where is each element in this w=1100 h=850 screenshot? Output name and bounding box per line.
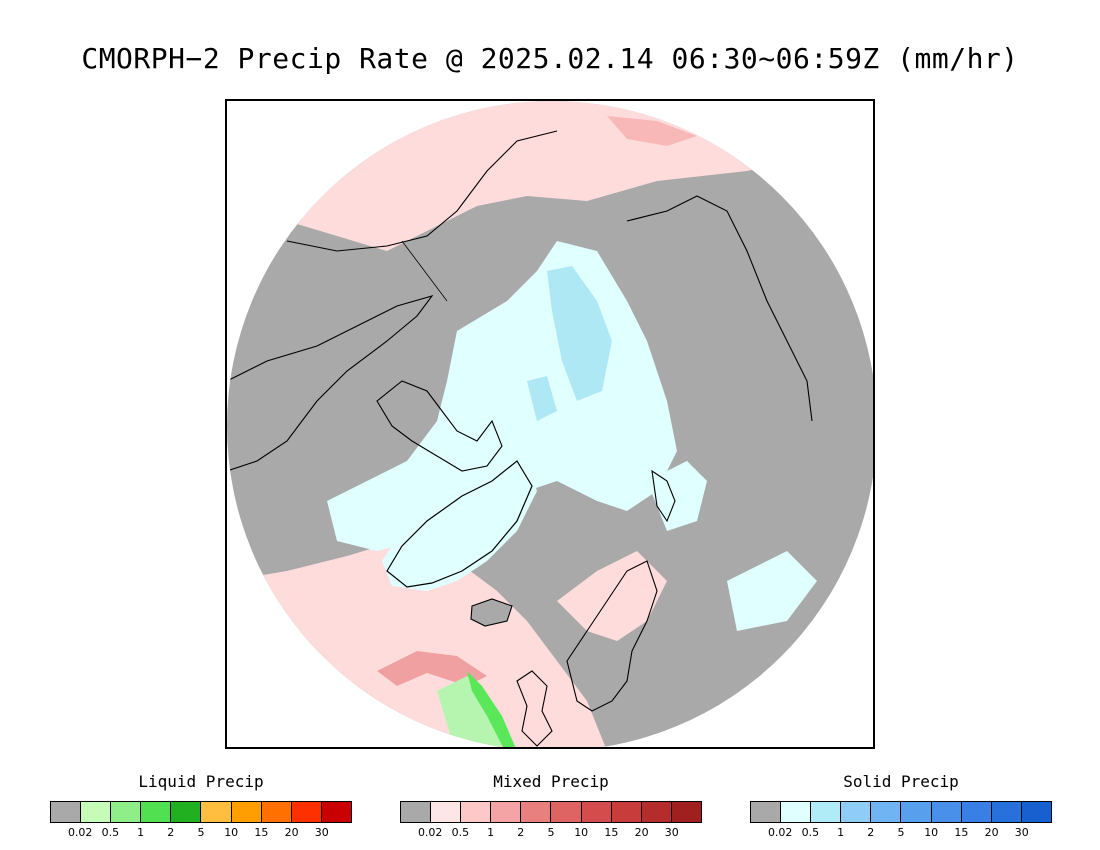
canadian-archipelago-coastline xyxy=(376,380,503,472)
legend-swatch xyxy=(261,802,292,822)
legend-tick-label: 15 xyxy=(954,826,969,839)
legend-swatch xyxy=(931,802,962,822)
legend-tick-label: 30 xyxy=(1014,826,1029,839)
legend-tick-label: 2 xyxy=(517,826,525,839)
europe-mixed-precip-area xyxy=(557,551,667,641)
legend-tick-label: 5 xyxy=(547,826,555,839)
legend-ticks: 0.02 0.5 1 2 5 10 15 20 30 xyxy=(50,823,352,839)
legend-swatch xyxy=(901,802,932,822)
legend-swatch xyxy=(871,802,902,822)
siberia-coastline xyxy=(626,195,813,422)
legend-title: Liquid Precip xyxy=(138,772,264,791)
legend-swatch xyxy=(671,802,701,822)
legend-tick-label: 5 xyxy=(897,826,905,839)
legend-tick-label: 20 xyxy=(984,826,999,839)
legend-tick-label: 30 xyxy=(664,826,679,839)
british-isles-coastline xyxy=(516,670,553,747)
legend-swatch xyxy=(841,802,872,822)
legend-color-bar xyxy=(50,801,352,823)
pacific-mixed-moderate xyxy=(607,116,697,146)
russia-snow-patch xyxy=(727,551,817,631)
legend-swatch xyxy=(1021,802,1051,822)
legend-tick-label: 1 xyxy=(487,826,495,839)
legend-tick-label: 0.5 xyxy=(101,826,120,839)
polar-map-frame xyxy=(225,99,875,749)
legend-swatch xyxy=(781,802,812,822)
legend-tick-label: 20 xyxy=(284,826,299,839)
legend-swatch xyxy=(51,802,82,822)
legend-tick-label: 15 xyxy=(604,826,619,839)
legend-swatch xyxy=(751,802,782,822)
legend-tick-label: 2 xyxy=(167,826,175,839)
legend-swatch xyxy=(401,802,432,822)
legend-tick-label: 0.02 xyxy=(417,826,443,839)
legend-tick-label: 10 xyxy=(574,826,589,839)
greenland-snow-area xyxy=(382,461,537,591)
date-line-boundary xyxy=(401,240,448,302)
legend-title: Mixed Precip xyxy=(493,772,609,791)
arctic-snow-moderate xyxy=(547,266,612,401)
legend-swatch xyxy=(611,802,642,822)
legend-swatch xyxy=(491,802,522,822)
legend-tick-label: 30 xyxy=(314,826,329,839)
legend-swatch xyxy=(521,802,552,822)
legend-swatch xyxy=(321,802,351,822)
legend-swatch xyxy=(641,802,672,822)
legend-swatch xyxy=(431,802,462,822)
legend-swatch xyxy=(551,802,582,822)
legend-swatch xyxy=(291,802,322,822)
legend-tick-label: 2 xyxy=(867,826,875,839)
legend-swatch xyxy=(811,802,842,822)
legend-ticks: 0.02 0.5 1 2 5 10 15 20 30 xyxy=(750,823,1052,839)
legend-tick-label: 10 xyxy=(924,826,939,839)
greenland-coastline xyxy=(386,460,533,588)
legend-liquid: Liquid Precip 0.02 0.5 1 2 5 10 15 20 30 xyxy=(50,772,352,839)
scandinavia-coastline xyxy=(566,560,658,712)
legend-tick-label: 0.5 xyxy=(451,826,470,839)
legend-swatch xyxy=(171,802,202,822)
legend-tick-label: 0.02 xyxy=(767,826,793,839)
legend-swatch xyxy=(581,802,612,822)
legend-color-bar xyxy=(750,801,1052,823)
legend-mixed: Mixed Precip 0.02 0.5 1 2 5 10 15 20 30 xyxy=(400,772,702,839)
polar-precip-map xyxy=(227,101,873,747)
legend-title: Solid Precip xyxy=(843,772,959,791)
atlantic-liquid-precip-light xyxy=(437,676,512,747)
legend-swatch xyxy=(991,802,1022,822)
legend-tick-label: 10 xyxy=(224,826,239,839)
north-america-coastline xyxy=(227,295,434,472)
atlantic-liquid-precip-moderate xyxy=(467,671,517,747)
map-title: CMORPH−2 Precip Rate @ 2025.02.14 06:30~… xyxy=(81,42,1019,75)
legend-swatch xyxy=(961,802,992,822)
arctic-snow-moderate-2 xyxy=(527,376,557,421)
legend-tick-label: 5 xyxy=(197,826,205,839)
legend-tick-label: 20 xyxy=(634,826,649,839)
novaya-zemlya-coastline xyxy=(651,469,676,523)
legend-tick-label: 1 xyxy=(137,826,145,839)
legend-ticks: 0.02 0.5 1 2 5 10 15 20 30 xyxy=(400,823,702,839)
legend-swatch xyxy=(231,802,262,822)
legend-tick-label: 0.02 xyxy=(67,826,93,839)
iceland-coastline xyxy=(470,598,513,627)
legend-swatch xyxy=(201,802,232,822)
atlantic-mixed-moderate xyxy=(377,651,487,686)
legend-tick-label: 15 xyxy=(254,826,269,839)
legend-solid: Solid Precip 0.02 0.5 1 2 5 10 15 20 30 xyxy=(750,772,1052,839)
legend-tick-label: 1 xyxy=(837,826,845,839)
legend-swatch xyxy=(111,802,142,822)
legend-swatch xyxy=(461,802,492,822)
legend-tick-label: 0.5 xyxy=(801,826,820,839)
legend-color-bar xyxy=(400,801,702,823)
legend-swatch xyxy=(141,802,172,822)
legend-swatch xyxy=(81,802,112,822)
alaska-coastline xyxy=(286,130,558,252)
